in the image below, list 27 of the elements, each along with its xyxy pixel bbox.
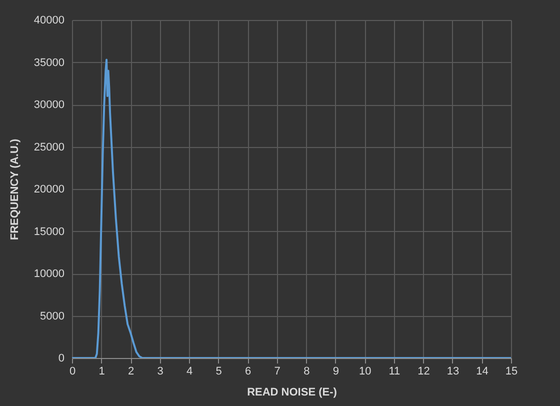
y-tick-label: 25000 [34, 141, 64, 154]
y-axis-title: FREQUENCY (A.U.) [8, 138, 21, 240]
x-tick-label: 13 [446, 366, 460, 378]
y-tick-label: 20000 [34, 184, 64, 196]
y-tick-label: 5000 [40, 310, 64, 322]
x-tick-label: 0 [69, 366, 76, 378]
x-axis-title: READ NOISE (E-) [247, 386, 338, 398]
x-tick-label: 1 [98, 366, 105, 378]
x-tick-label: 12 [418, 366, 430, 378]
y-tick-label: 15000 [34, 226, 64, 238]
y-tick-label: 10000 [34, 268, 64, 280]
x-tick-label: 8 [304, 366, 310, 378]
y-tick-label: 0 [58, 352, 64, 364]
x-tick-label: 6 [245, 366, 252, 378]
x-tick-label: 4 [186, 366, 193, 378]
x-tick-label: 2 [128, 366, 134, 378]
y-tick-label: 35000 [34, 56, 64, 69]
x-tick-label: 3 [157, 366, 164, 378]
y-tick-label: 40000 [34, 14, 64, 26]
y-tick-label: 30000 [34, 99, 64, 111]
x-tick-label: 11 [388, 366, 400, 378]
x-tick-label: 7 [274, 366, 280, 378]
x-tick-label: 9 [332, 366, 339, 378]
x-tick-label: 14 [476, 366, 488, 378]
x-tick-label: 10 [359, 366, 372, 378]
x-tick-label: 5 [216, 366, 222, 378]
x-tick-label: 15 [505, 366, 518, 378]
